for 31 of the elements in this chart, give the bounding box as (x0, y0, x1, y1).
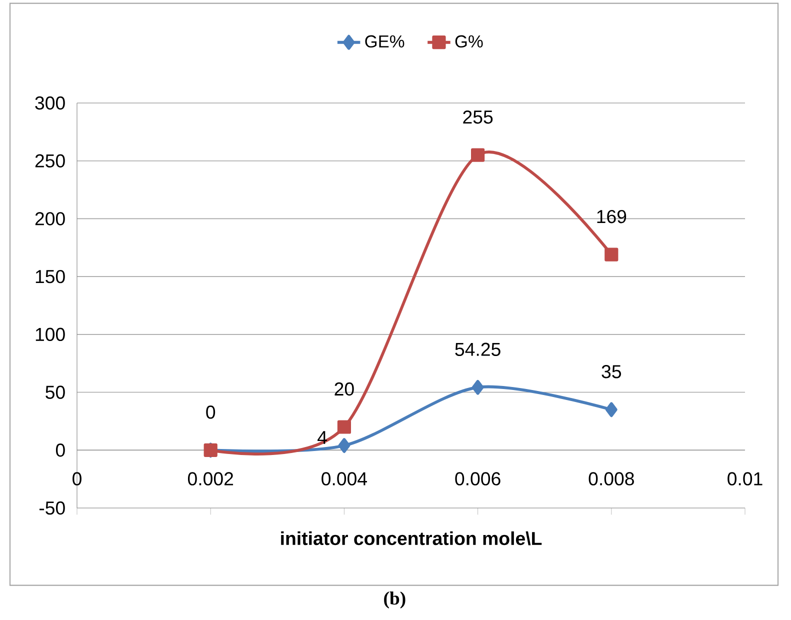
y-tick-label: 300 (35, 96, 65, 110)
data-label: 4 (318, 431, 327, 444)
text: (b) (384, 592, 406, 608)
data-label: 54.25 (455, 342, 500, 356)
point (604, 248, 618, 262)
y-tick-label: -50 (39, 501, 65, 515)
x-tick-label: 0.002 (188, 472, 234, 486)
x-axis-title: initiator concentration mole\L (281, 531, 542, 546)
y-tick-label: 250 (35, 154, 65, 168)
x-tick-label: 0.01 (728, 472, 762, 486)
point (471, 148, 485, 162)
point (472, 380, 484, 395)
data-label: 0 (206, 406, 216, 419)
point (605, 402, 618, 418)
x-tick-label: 0.004 (322, 472, 368, 486)
data-label: 20 (334, 382, 354, 396)
point (337, 420, 352, 434)
y-tick-label: 200 (35, 212, 65, 226)
x-tick-label: 0.008 (588, 472, 634, 486)
legend-label: G% (455, 35, 483, 48)
data-label: 169 (597, 210, 626, 224)
y-tick-label: 0 (56, 444, 65, 457)
y-tick-label: 50 (46, 386, 65, 399)
x-tick-label: 0 (72, 472, 82, 486)
data-label: 35 (602, 365, 622, 378)
data-label: 255 (463, 110, 493, 124)
y-tick-label: 100 (36, 328, 65, 342)
point (338, 438, 350, 453)
x-tick-label: 0.006 (455, 472, 500, 486)
legend-label: GE% (365, 35, 404, 48)
y-tick-label: 150 (36, 270, 65, 284)
